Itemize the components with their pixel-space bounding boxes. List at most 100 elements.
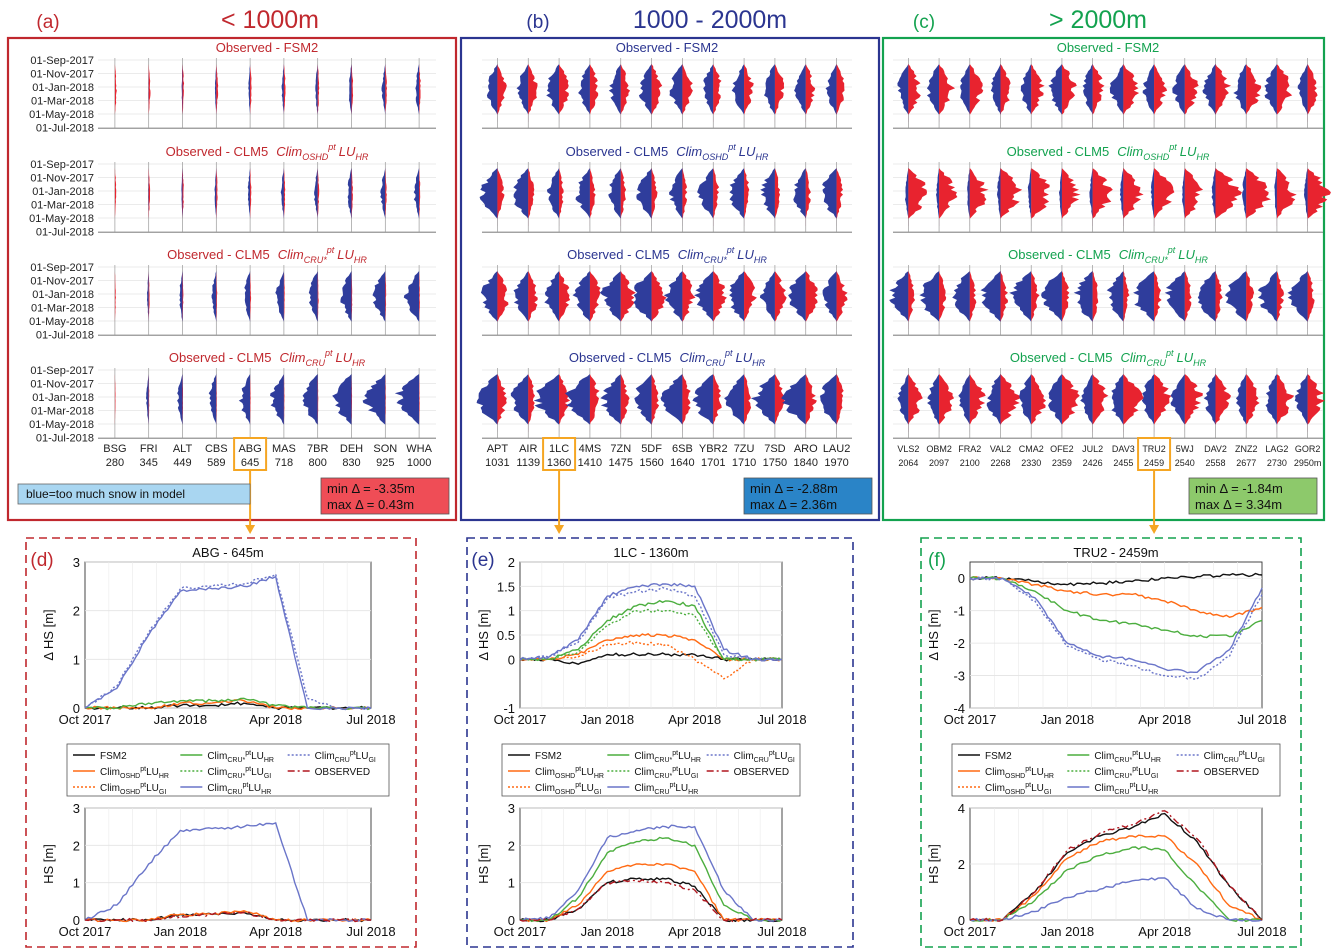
- deficit-profile: [636, 168, 652, 226]
- excess-profile: [1031, 374, 1047, 432]
- excess-profile: [528, 374, 535, 432]
- subplot-title-main: Observed - FSM2: [1057, 40, 1160, 55]
- excess-profile: [250, 168, 252, 226]
- deficit-profile: [1009, 271, 1032, 329]
- station-elevation: 589: [207, 457, 225, 469]
- excess-profile: [744, 271, 757, 329]
- subplot-title: Observed - FSM2: [1057, 40, 1160, 55]
- excess-profile: [1061, 271, 1070, 329]
- excess-profile: [351, 374, 353, 432]
- subplot-title-sub: CRU*: [704, 255, 727, 265]
- y-tick: 0: [958, 913, 965, 928]
- excess-profile: [1123, 168, 1144, 226]
- excess-profile: [1215, 64, 1232, 122]
- y-tick: 2: [508, 555, 515, 570]
- excess-profile: [283, 168, 286, 226]
- deficit-profile: [510, 374, 529, 432]
- station-elevation: 2268: [990, 458, 1010, 468]
- subplot-title-main: Observed - FSM2: [216, 40, 319, 55]
- excess-profile: [419, 374, 420, 432]
- excess-profile: [283, 64, 286, 122]
- legend-sup: pt: [769, 750, 775, 757]
- legend-box: [501, 743, 801, 797]
- excess-profile: [1184, 271, 1192, 329]
- legend-sub: OSHD: [120, 773, 140, 780]
- x-tick: Oct 2017: [944, 924, 997, 939]
- legend-sub: CRU*: [1114, 757, 1132, 764]
- deficit-profile: [1109, 64, 1124, 122]
- date-tick: 01-Jan-2018: [32, 289, 94, 301]
- excess-profile: [250, 374, 251, 432]
- subplot-title: Observed - CLM5 ClimCRU*pt LUHR: [1008, 245, 1208, 265]
- deficit-profile: [480, 271, 498, 329]
- excess-profile: [713, 64, 722, 122]
- station-label: 7SD: [764, 443, 785, 455]
- detail-title: 1LC - 1360m: [613, 545, 688, 560]
- subplot-title-lu-sub: HR: [754, 255, 767, 265]
- legend-lusub: GI: [1044, 789, 1051, 796]
- legend-label: OBSERVED: [1204, 767, 1259, 778]
- station-label: 5WJ: [1176, 444, 1194, 454]
- excess-profile: [1184, 374, 1203, 432]
- legend-label: ClimCRU*ptLUGI: [1094, 766, 1158, 780]
- x-tick: Jan 2018: [581, 924, 635, 939]
- max-label: max Δ = 2.36m: [750, 497, 837, 512]
- excess-profile: [419, 168, 421, 226]
- deficit-profile: [1242, 168, 1247, 226]
- y-tick: 3: [73, 801, 80, 816]
- excess-profile: [1184, 168, 1204, 226]
- excess-profile: [589, 64, 599, 122]
- deficit-profile: [958, 374, 970, 432]
- deficit-profile: [1133, 271, 1155, 329]
- station-elevation: 2677: [1236, 458, 1256, 468]
- subplot-title: Observed - CLM5 ClimCRU*pt LUHR: [167, 245, 367, 265]
- deficit-profile: [599, 271, 621, 329]
- excess-profile: [1276, 64, 1293, 122]
- date-tick: 01-Mar-2018: [31, 303, 94, 315]
- station-elevation: 345: [140, 457, 158, 469]
- detail-frame: [920, 537, 1302, 948]
- excess-profile: [713, 271, 727, 329]
- legend-clim: Clim: [207, 767, 227, 778]
- subplot-title: Observed - FSM2: [616, 40, 719, 55]
- y-tick: 1: [508, 604, 515, 619]
- subplot-title-main: Observed - CLM5: [569, 350, 672, 365]
- deficit-profile: [822, 168, 837, 226]
- deficit-profile: [794, 64, 806, 122]
- deficit-profile: [1235, 374, 1247, 432]
- legend-label: ClimOSHDptLUHR: [535, 766, 604, 780]
- legend-label: ClimCRUptLUGI: [1204, 750, 1265, 764]
- subplot-title: Observed - CLM5 ClimCRUpt LUHR: [569, 348, 766, 368]
- legend-sub: CRU*: [654, 773, 672, 780]
- subplot-title-lu: LU: [1180, 144, 1197, 159]
- excess-profile: [1246, 168, 1271, 226]
- station-label: LAU2: [823, 443, 851, 455]
- station-elevation: 2097: [929, 458, 949, 468]
- deficit-profile: [759, 271, 775, 329]
- detail-label: (d): [30, 550, 53, 571]
- excess-profile: [805, 64, 816, 122]
- deficit-profile: [820, 374, 837, 432]
- deficit-profile: [960, 64, 970, 122]
- legend-lusub: HR: [261, 789, 271, 796]
- station-elevation: 925: [376, 457, 394, 469]
- legend-clim: Clim: [1094, 783, 1114, 794]
- deficit-profile: [1048, 374, 1062, 432]
- y-tick: 1.5: [497, 579, 515, 594]
- legend-label: ClimCRU*ptLUGI: [207, 766, 271, 780]
- detail-frame: [466, 537, 854, 948]
- legend-sup: pt: [245, 750, 251, 757]
- x-tick: Jan 2018: [154, 712, 208, 727]
- deficit-profile: [986, 374, 1001, 432]
- panel-heading: < 1000m: [221, 6, 319, 34]
- legend-label: ClimCRU*ptLUHR: [634, 750, 701, 764]
- series-line: [84, 911, 372, 923]
- x-tick: Apr 2018: [1138, 712, 1191, 727]
- legend-clim: Clim: [1094, 751, 1114, 762]
- y-tick: 4: [958, 801, 965, 816]
- deficit-profile: [572, 271, 590, 329]
- subplot-title-lu-sub: HR: [755, 152, 768, 162]
- legend-label: ClimCRU*ptLUGI: [634, 766, 698, 780]
- excess-profile: [182, 168, 184, 226]
- station-label: APT: [487, 443, 509, 455]
